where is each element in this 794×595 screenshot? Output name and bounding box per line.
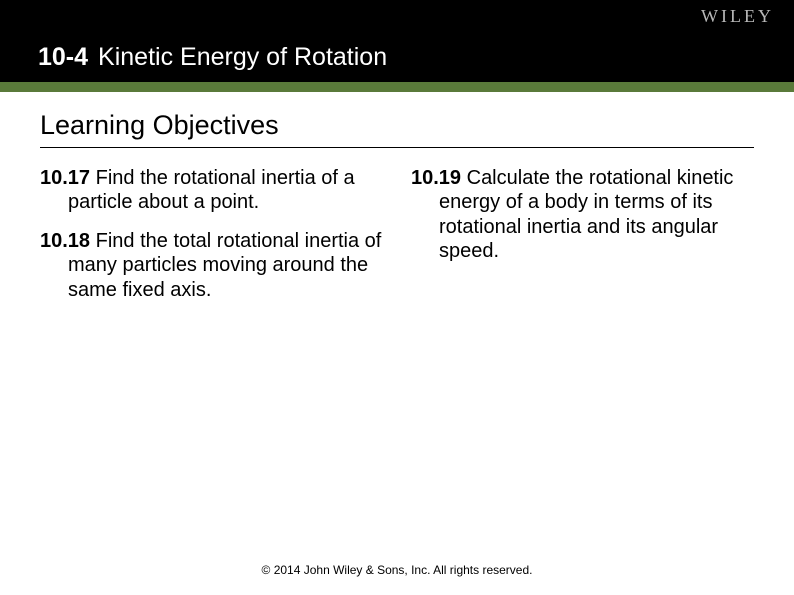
right-column: 10.19 Calculate the rotational kinetic e… [411, 166, 754, 316]
objective-item: 10.17 Find the rotational inertia of a p… [40, 166, 383, 215]
brand-bar: WILEY [0, 0, 794, 32]
copyright-footer: © 2014 John Wiley & Sons, Inc. All right… [0, 563, 794, 577]
accent-bar [0, 82, 794, 92]
objective-text: Calculate the rotational kinetic energy … [439, 167, 733, 262]
section-title: Kinetic Energy of Rotation [98, 43, 387, 72]
objective-number: 10.17 [40, 167, 90, 189]
objectives-columns: 10.17 Find the rotational inertia of a p… [40, 166, 754, 316]
wiley-logo: WILEY [701, 6, 774, 27]
objective-number: 10.18 [40, 230, 90, 252]
objective-item: 10.18 Find the total rotational inertia … [40, 229, 383, 302]
objective-number: 10.19 [411, 167, 461, 189]
objective-text: Find the total rotational inertia of man… [68, 230, 381, 301]
section-title-bar: 10-4 Kinetic Energy of Rotation [0, 32, 794, 82]
objective-text: Find the rotational inertia of a particl… [68, 167, 355, 213]
content-area: Learning Objectives 10.17 Find the rotat… [0, 92, 794, 316]
objective-item: 10.19 Calculate the rotational kinetic e… [411, 166, 754, 264]
left-column: 10.17 Find the rotational inertia of a p… [40, 166, 383, 316]
section-number: 10-4 [38, 43, 88, 72]
learning-objectives-heading: Learning Objectives [40, 110, 754, 148]
